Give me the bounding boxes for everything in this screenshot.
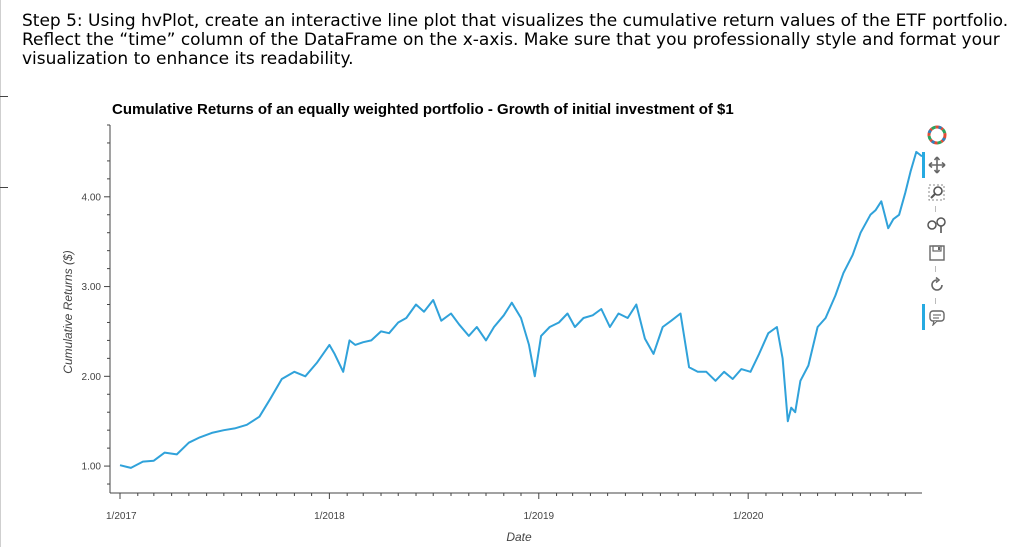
x-tick-label: 1/2018	[314, 511, 345, 522]
notebook-scroll-marker	[0, 96, 8, 97]
notebook-left-border	[0, 0, 1, 547]
active-tool-indicator	[922, 304, 925, 330]
x-tick-label: 1/2020	[733, 511, 764, 522]
x-axis-title: Date	[506, 530, 532, 544]
toolbar-separator	[935, 266, 936, 272]
step-heading: Step 5: Using hvPlot, create an interact…	[22, 11, 1009, 69]
pan-icon[interactable]	[924, 154, 950, 176]
active-tool-indicator	[922, 152, 925, 178]
chart-axes: 1.00 2.00 3.00 4.00 1/2017 1/2018 1/2019 1/2020	[82, 124, 922, 522]
plot-toolbar	[922, 124, 954, 334]
save-icon[interactable]	[924, 242, 950, 264]
x-tick-label: 1/2017	[106, 511, 137, 522]
y-axis-title: Cumulative Returns ($)	[61, 250, 75, 373]
x-tick-label: 1/2019	[523, 511, 554, 522]
notebook-scroll-marker	[0, 187, 8, 188]
y-tick-label: 4.00	[82, 192, 102, 203]
wheel-zoom-icon[interactable]	[924, 214, 950, 236]
series-line-cumulative-returns	[119, 150, 923, 469]
y-tick-label: 1.00	[82, 462, 102, 473]
y-tick-label: 3.00	[82, 282, 102, 293]
toolbar-separator	[935, 298, 936, 304]
y-tick-label: 2.00	[82, 372, 102, 383]
box-zoom-icon[interactable]	[924, 182, 950, 204]
reset-icon[interactable]	[924, 274, 950, 296]
hover-icon[interactable]	[924, 306, 950, 328]
toolbar-separator	[935, 206, 936, 212]
chart-title: Cumulative Returns of an equally weighte…	[112, 101, 734, 118]
bokeh-logo-icon[interactable]	[924, 124, 950, 146]
